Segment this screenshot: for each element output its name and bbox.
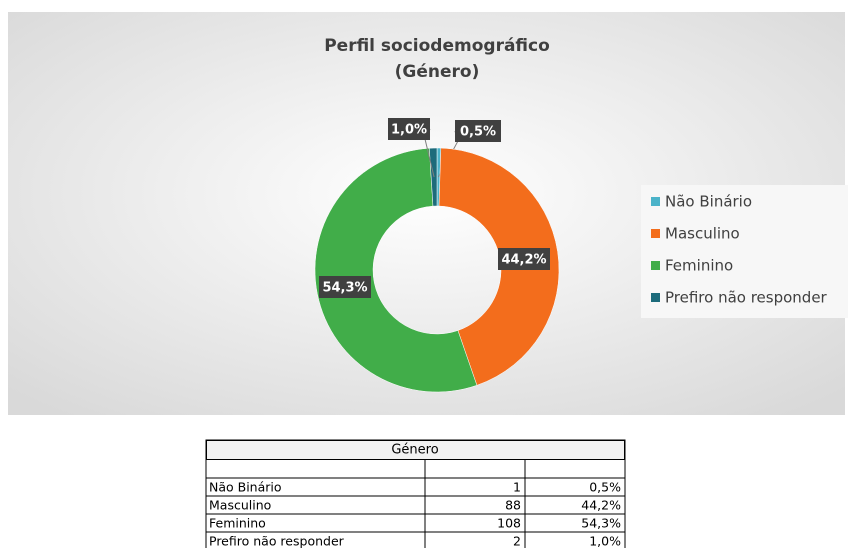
table-cell: 54,3%: [581, 516, 621, 531]
legend-swatch: [651, 229, 660, 238]
table-cell: 44,2%: [581, 498, 621, 513]
donut-slice: [429, 147, 438, 207]
data-label-box: [388, 118, 430, 140]
legend-label: Não Binário: [665, 193, 752, 211]
data-label: 0,5%: [460, 125, 496, 140]
donut-slice: [438, 147, 560, 386]
legend-swatch: [651, 197, 660, 206]
data-label: 44,2%: [501, 253, 546, 268]
table-title: Género: [391, 443, 438, 458]
legend-box: [641, 185, 848, 318]
table-cell: 1,0%: [589, 534, 621, 549]
table-cell: 88: [505, 498, 521, 513]
data-label-box: [319, 276, 371, 298]
donut-slice: [314, 147, 478, 393]
table-cell: Prefiro não responder: [209, 534, 345, 549]
legend-swatch: [651, 261, 660, 270]
data-label-box: [498, 248, 550, 270]
legend-label: Prefiro não responder: [665, 289, 828, 307]
chart-title: Perfil sociodemográfico: [324, 36, 550, 56]
data-label-box: [455, 120, 501, 142]
chart-title: (Género): [395, 62, 480, 82]
table-cell: Não Binário: [209, 480, 282, 495]
data-label: 1,0%: [391, 123, 427, 138]
table-cell: Feminino: [209, 516, 266, 531]
legend-swatch: [651, 293, 660, 302]
table-cell: 108: [497, 516, 521, 531]
data-label: 54,3%: [322, 281, 367, 296]
table-cell: 1: [513, 480, 521, 495]
legend-label: Masculino: [665, 225, 740, 243]
table-cell: Masculino: [209, 498, 271, 513]
legend-label: Feminino: [665, 257, 733, 275]
table-cell: 2: [513, 534, 521, 549]
table-cell: 0,5%: [589, 480, 621, 495]
